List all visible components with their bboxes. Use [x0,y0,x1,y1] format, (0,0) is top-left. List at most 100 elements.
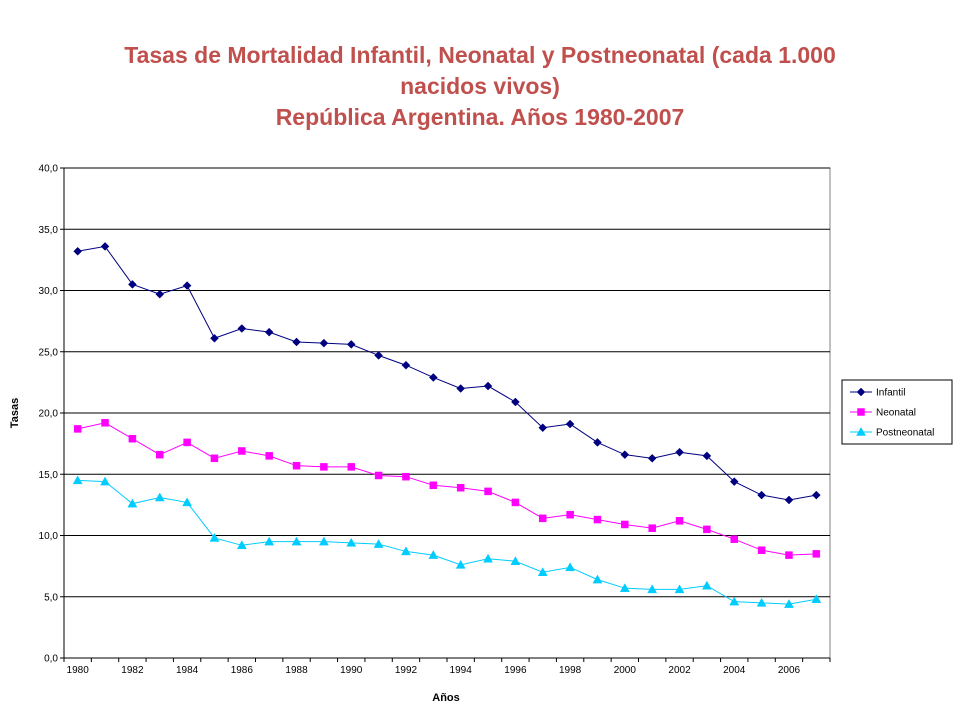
legend-marker-postneonatal [856,426,866,436]
x-tick-label: 2006 [778,665,801,676]
data-point-infantil [729,477,739,486]
data-point-neonatal [757,546,766,554]
data-point-infantil [401,360,411,370]
x-tick-label: 1984 [176,665,199,676]
data-point-postneonatal [318,536,329,546]
data-point-postneonatal [127,498,138,508]
data-point-infantil [784,495,794,505]
x-tick-label: 1996 [504,665,527,676]
data-point-neonatal [128,434,137,443]
data-point-postneonatal [537,567,548,576]
x-tick-label: 1990 [340,665,363,676]
data-point-postneonatal [784,599,794,608]
data-point-neonatal [484,487,492,496]
data-point-postneonatal [236,540,247,550]
x-tick-label: 2004 [723,665,746,676]
data-point-neonatal [156,450,164,459]
data-point-postneonatal [619,583,630,592]
data-point-neonatal [703,525,711,534]
y-tick-label: 10,0 [39,531,59,542]
chart-title: Tasas de Mortalidad Infantil, Neonatal y… [40,40,920,133]
x-tick-label: 1994 [450,665,473,676]
series-line-infantil [77,245,817,501]
data-point-neonatal [73,425,82,433]
data-point-infantil [128,280,137,289]
y-tick-label: 25,0 [39,347,59,358]
data-point-neonatal [675,517,684,525]
y-tick-label: 35,0 [39,225,59,236]
data-point-postneonatal [209,532,220,542]
gridlines [63,167,831,659]
data-point-infantil [237,324,247,333]
data-point-infantil [292,337,301,347]
data-point-postneonatal [647,584,658,594]
data-point-postneonatal [483,553,493,563]
x-tick-label: 2000 [614,665,637,676]
y-tick-label: 0,0 [44,654,58,665]
data-point-postneonatal [701,580,712,590]
data-point-postneonatal [729,596,740,606]
data-point-infantil [538,423,548,433]
data-point-infantil [511,397,520,407]
data-point-infantil [155,289,165,299]
data-point-neonatal [812,550,821,558]
data-point-neonatal [621,520,629,529]
data-point-postneonatal [592,574,603,584]
data-point-infantil [811,490,821,500]
data-point-infantil [346,340,356,349]
y-tick-label: 40,0 [39,164,59,175]
data-point-neonatal [456,483,465,492]
data-point-postneonatal [154,492,165,502]
legend-label-infantil: Infantil [876,388,905,399]
data-point-infantil [374,351,383,360]
y-tick-label: 30,0 [39,286,59,297]
data-point-infantil [264,327,274,337]
data-point-infantil [428,373,438,382]
data-point-infantil [593,438,602,447]
x-tick-label: 1982 [121,665,144,676]
legend-marker-neonatal [857,408,865,416]
chart-title-line-2: nacidos vivos) [400,73,560,99]
series-line-neonatal [77,422,817,556]
data-point-neonatal [347,463,355,471]
data-point-neonatal [593,515,602,524]
x-tick-label: 1986 [231,665,254,676]
legend-label-neonatal: Neonatal [876,408,916,419]
data-point-neonatal [320,463,328,471]
data-point-infantil [620,450,630,460]
series-line-postneonatal [77,479,817,605]
axes: 0,0 5,0 10,0 15,0 20,0 25,0 30,0 35,0 40,0 1980 19… [39,164,831,676]
series-postneonatal [72,475,822,608]
data-point-postneonatal [674,584,685,594]
data-point-infantil [210,333,219,343]
data-point-postneonatal [811,594,822,603]
data-point-postneonatal [428,550,439,559]
data-point-infantil [100,242,110,251]
data-point-infantil [73,246,83,256]
data-point-postneonatal [264,536,275,546]
data-point-postneonatal [510,556,521,565]
chart-title-line-3: República Argentina. Años 1980-2007 [275,104,685,130]
data-point-infantil [647,453,657,463]
series-layer [72,242,822,608]
legend-marker-infantil [856,387,866,397]
x-tick-label: 1980 [67,665,90,676]
data-point-infantil [702,451,712,461]
x-tick-label: 1998 [559,665,582,676]
x-tick-label: 1992 [395,665,418,676]
legend-label-postneonatal: Postneonatal [876,428,934,439]
data-point-infantil [456,384,466,393]
data-point-neonatal [374,471,383,480]
data-point-postneonatal [346,537,357,547]
data-point-infantil [565,419,575,429]
data-point-neonatal [265,452,273,460]
data-point-infantil [757,490,766,500]
y-tick-label: 5,0 [44,592,58,603]
x-tick-label: 2002 [668,665,691,676]
y-axis-title: Tasas [9,398,21,428]
data-point-postneonatal [401,546,411,556]
data-point-postneonatal [455,559,466,569]
data-point-postneonatal [182,497,193,507]
x-tick-label: 1988 [285,665,308,676]
data-point-neonatal [648,524,656,532]
